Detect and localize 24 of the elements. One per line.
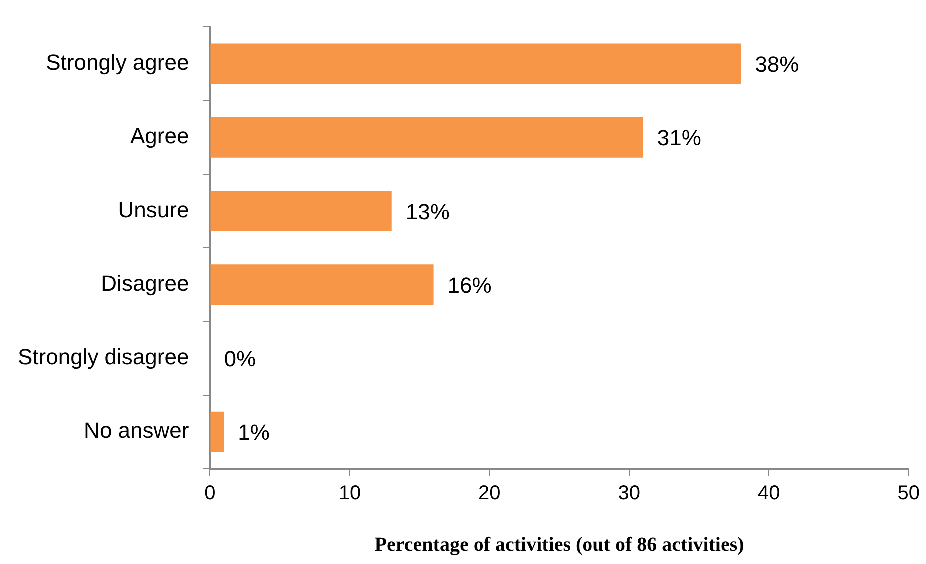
data-label: 13% bbox=[406, 199, 450, 224]
bar bbox=[210, 117, 644, 158]
bar bbox=[210, 44, 742, 84]
data-label: 1% bbox=[238, 420, 270, 446]
data-label: 38% bbox=[755, 52, 800, 78]
x-tick-label: 50 bbox=[898, 482, 920, 505]
y-tick-label: Unsure bbox=[118, 197, 190, 222]
y-tick-label: Strongly disagree bbox=[18, 344, 190, 370]
x-tick-label: 20 bbox=[478, 482, 501, 505]
y-tick-label: Agree bbox=[130, 124, 190, 149]
bar bbox=[210, 264, 434, 306]
bar bbox=[210, 412, 224, 452]
x-tick-label: 0 bbox=[204, 482, 216, 505]
x-tick-label: 40 bbox=[758, 482, 780, 505]
y-tick-label: Strongly agree bbox=[46, 50, 190, 76]
data-label: 31% bbox=[657, 126, 702, 151]
data-label: 16% bbox=[448, 272, 492, 298]
y-tick-label: Disagree bbox=[101, 270, 190, 296]
x-tick-label: 30 bbox=[618, 482, 641, 505]
y-tick-label: No answer bbox=[84, 418, 190, 444]
bar bbox=[210, 191, 392, 232]
x-tick-label: 10 bbox=[338, 482, 362, 505]
data-label: 0% bbox=[224, 346, 256, 372]
x-axis-title: Percentage of activities (out of 86 activities) bbox=[374, 534, 744, 556]
